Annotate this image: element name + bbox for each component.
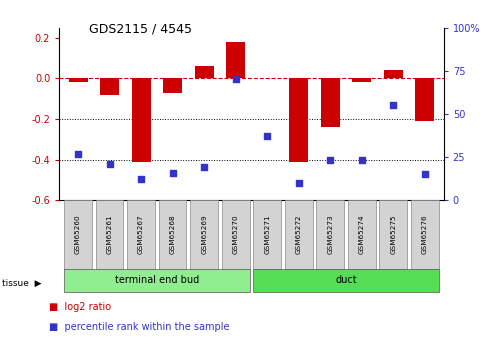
Bar	[348, 200, 376, 269]
Bar	[96, 200, 123, 269]
Point	[389, 102, 397, 108]
Text: GSM65273: GSM65273	[327, 215, 333, 254]
Text: GSM65276: GSM65276	[422, 215, 428, 254]
Point	[326, 158, 334, 163]
Bar	[64, 269, 249, 292]
Text: GSM65274: GSM65274	[359, 215, 365, 254]
Bar	[317, 200, 344, 269]
Bar	[69, 78, 88, 82]
Text: ■  percentile rank within the sample: ■ percentile rank within the sample	[49, 322, 230, 332]
Text: duct: duct	[335, 275, 357, 285]
Bar	[64, 200, 92, 269]
Bar	[380, 200, 407, 269]
Bar	[384, 70, 403, 78]
Text: GDS2115 / 4545: GDS2115 / 4545	[89, 22, 192, 36]
Bar	[222, 200, 249, 269]
Text: GSM65275: GSM65275	[390, 215, 396, 254]
Bar	[253, 200, 281, 269]
Bar	[195, 66, 213, 78]
Bar	[321, 78, 340, 127]
Bar	[100, 78, 119, 95]
Bar	[352, 78, 371, 82]
Bar	[289, 78, 308, 161]
Bar	[127, 200, 155, 269]
Point	[106, 161, 113, 167]
Point	[200, 165, 208, 170]
Bar	[190, 200, 218, 269]
Text: GSM65271: GSM65271	[264, 215, 270, 254]
Point	[137, 177, 145, 182]
Text: GSM65261: GSM65261	[106, 215, 112, 254]
Bar	[159, 200, 186, 269]
Point	[263, 134, 271, 139]
Bar	[285, 200, 313, 269]
Bar	[226, 42, 245, 78]
Text: terminal end bud: terminal end bud	[115, 275, 199, 285]
Text: GSM65267: GSM65267	[138, 215, 144, 254]
Text: GSM65269: GSM65269	[201, 215, 207, 254]
Text: GSM65268: GSM65268	[170, 215, 176, 254]
Bar	[253, 269, 439, 292]
Text: tissue  ▶: tissue ▶	[2, 279, 42, 288]
Text: GSM65270: GSM65270	[233, 215, 239, 254]
Bar	[411, 200, 439, 269]
Text: ■  log2 ratio: ■ log2 ratio	[49, 302, 111, 312]
Point	[421, 171, 429, 177]
Text: GSM65260: GSM65260	[75, 215, 81, 254]
Point	[232, 77, 240, 82]
Point	[74, 151, 82, 156]
Point	[169, 170, 176, 175]
Point	[358, 158, 366, 163]
Bar	[163, 78, 182, 92]
Bar	[415, 78, 434, 121]
Bar	[132, 78, 150, 161]
Point	[295, 180, 303, 186]
Text: GSM65272: GSM65272	[296, 215, 302, 254]
